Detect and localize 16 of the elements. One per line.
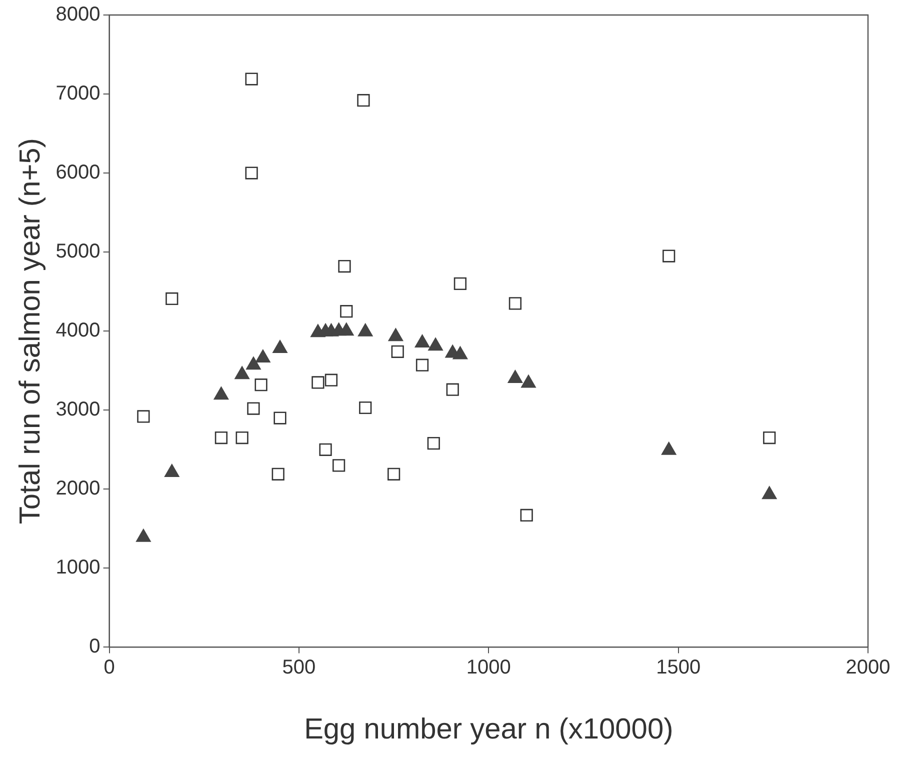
- y-tick-label: 1000: [56, 556, 100, 579]
- x-tick-label: 0: [104, 656, 115, 679]
- x-axis-title: Egg number year n (x10000): [304, 714, 674, 746]
- y-tick-label: 8000: [56, 4, 100, 26]
- y-tick-label: 5000: [56, 240, 100, 263]
- y-tick-label: 0: [89, 636, 100, 658]
- y-tick-label: 4000: [56, 320, 100, 342]
- x-tick-label: 1500: [656, 656, 701, 679]
- x-tick-label: 2000: [846, 656, 890, 679]
- y-tick-label: 7000: [56, 82, 100, 105]
- y-tick-label: 2000: [56, 478, 100, 500]
- x-tick-label: 1000: [466, 656, 511, 679]
- y-tick-label: 6000: [56, 162, 100, 184]
- y-axis-title: Total run of salmon year (n+5): [14, 138, 46, 524]
- x-tick-label: 500: [282, 656, 316, 679]
- y-tick-label: 3000: [56, 398, 100, 421]
